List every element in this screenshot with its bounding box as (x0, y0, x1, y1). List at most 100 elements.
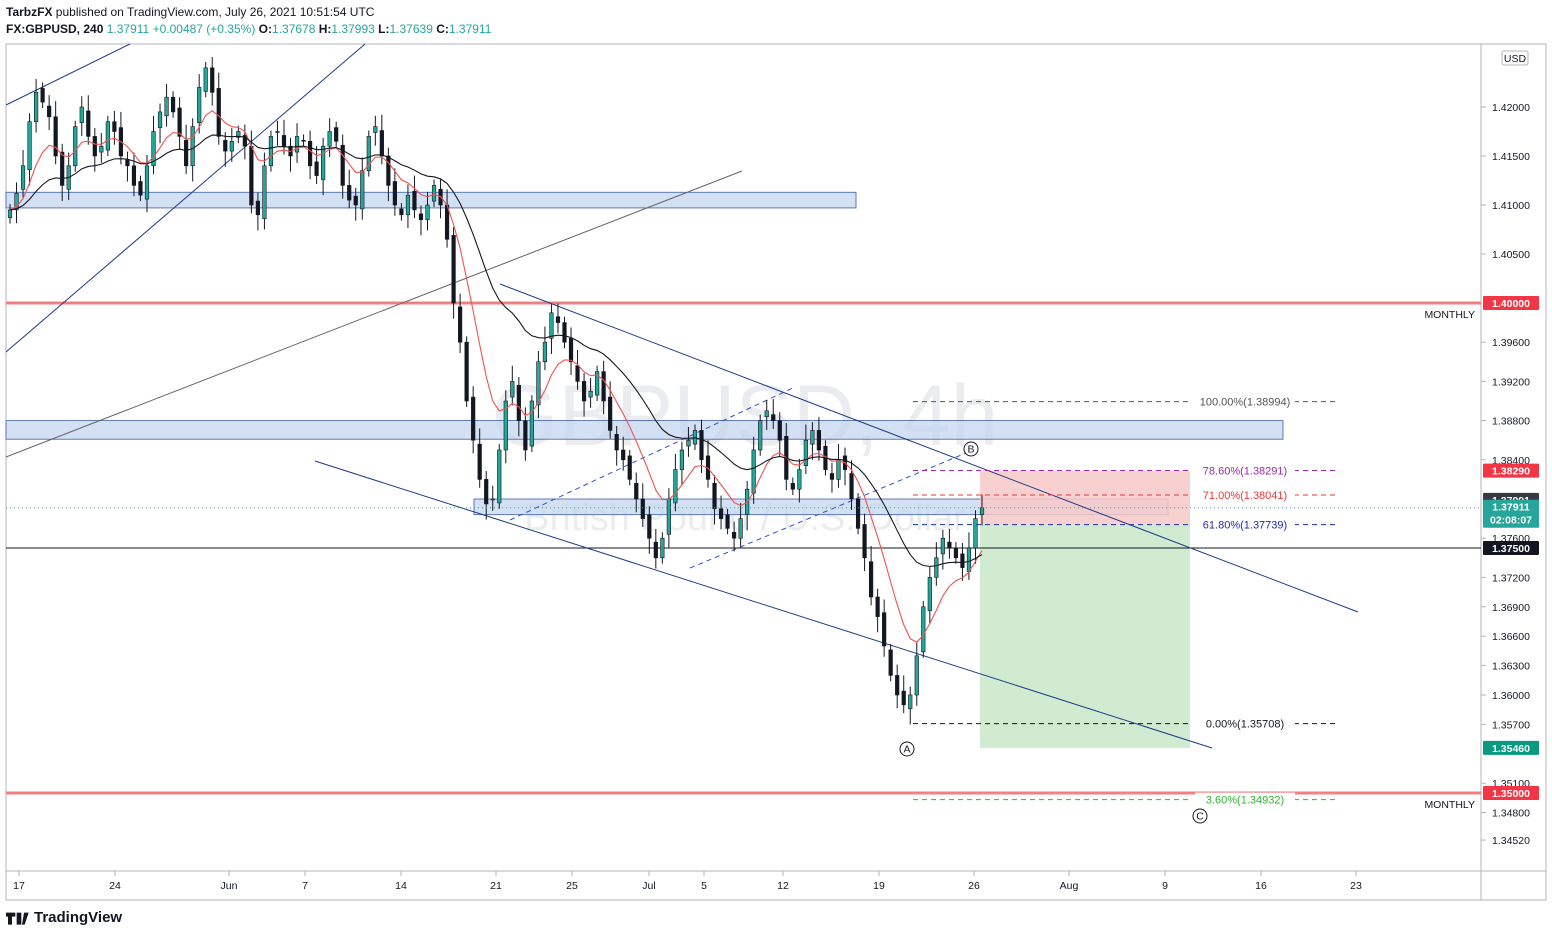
candle-body-10 (73, 126, 78, 167)
candle-body-6 (47, 105, 52, 118)
candle-body-14 (99, 145, 104, 153)
fib-label-0: 100.00%(1.38994) (1200, 397, 1291, 409)
high-value: 1.37993 (331, 22, 375, 36)
candle-body-36 (242, 135, 247, 147)
candle-body-56 (373, 126, 378, 133)
candle-body-90 (595, 371, 600, 396)
candle-body-94 (621, 449, 626, 461)
currency-badge: USD (1504, 53, 1527, 65)
candle-body-87 (575, 365, 580, 382)
x-tick-label-9: 12 (777, 880, 789, 892)
candle-body-142 (934, 557, 939, 578)
wave-label-B: B (967, 444, 974, 456)
time-axis[interactable]: 17 24 Jun 7 14 21 25 Jul 5 12 19 26 Aug 9 16 23 (13, 871, 1362, 892)
candle-body-32 (216, 88, 221, 137)
candle-body-42 (281, 135, 287, 147)
wave-circle-C (1192, 808, 1208, 824)
candle-body-61 (405, 194, 411, 216)
fib-label-3: 61.80%(1.37739) (1203, 520, 1287, 532)
candle-body-82 (542, 341, 548, 363)
candle-body-26 (177, 107, 182, 137)
moving-averages (9, 110, 983, 643)
price-tag-6: 1.35000 (1492, 788, 1530, 800)
y-tick-label-9: 1.37200 (1492, 572, 1530, 584)
candle-body-8 (60, 151, 65, 186)
y-tick-label-13: 1.36000 (1492, 690, 1530, 702)
x-tick-label-0: 17 (13, 880, 25, 892)
candle-body-86 (568, 337, 574, 363)
tradingview-footer[interactable]: TradingView (6, 909, 122, 926)
candle-body-102 (673, 469, 678, 504)
candle-body-121 (797, 469, 802, 490)
candle-body-19 (131, 165, 137, 186)
y-tick-label-6: 1.38800 (1492, 416, 1530, 428)
watermark-symbol: GBPUSD, 4h (492, 368, 999, 464)
candle-body-30 (203, 67, 208, 92)
candle-body-54 (360, 170, 365, 210)
fib-levels[interactable]: 100.00%(1.38994) 78.60%(1.38291) 71.00%(1.… (913, 394, 1335, 807)
candle-body-135 (888, 649, 893, 676)
candle-body-112 (738, 518, 743, 539)
candle-body-118 (777, 420, 782, 441)
candle-body-89 (588, 390, 593, 398)
candle-body-15 (105, 121, 110, 151)
symbol-name[interactable]: FX:GBPUSD (6, 22, 77, 36)
candle-body-106 (699, 430, 704, 461)
supply-demand-zones (5, 191, 1284, 516)
channel-top (499, 283, 1359, 613)
candle-body-129 (849, 473, 854, 500)
candle-body-76 (503, 400, 508, 451)
candle-body-20 (138, 181, 143, 196)
candle-body-25 (170, 96, 176, 113)
risk-zone (980, 470, 1190, 525)
candle-body-62 (412, 190, 417, 211)
y-tick-label-10: 1.36900 (1492, 602, 1530, 614)
candle-body-108 (712, 483, 717, 510)
interval[interactable]: 240 (83, 22, 104, 36)
candle-body-18 (125, 159, 130, 167)
y-tick-label-3: 1.40500 (1492, 249, 1530, 261)
candle-body-92 (608, 396, 613, 431)
candle-body-80 (529, 400, 534, 447)
published-info: published on TradingView.com, July 26, 2… (55, 5, 375, 19)
wave-labels: A B C (899, 441, 1208, 824)
candle-body-98 (647, 514, 652, 539)
currency-badge-box[interactable] (1501, 50, 1529, 66)
candle-body-111 (732, 532, 737, 539)
y-tick-label-14: 1.35700 (1492, 719, 1530, 731)
x-tick-label-2: Jun (221, 880, 238, 892)
candle-body-72 (477, 443, 482, 480)
price-tag-3: 1.37911 (1492, 502, 1530, 514)
candle-body-50 (334, 127, 339, 142)
candle-body-73 (484, 479, 489, 505)
candle-body-97 (640, 498, 645, 519)
candle-body-116 (764, 410, 769, 417)
candle-body-83 (549, 312, 554, 339)
channel-bottom (314, 460, 1213, 749)
uptrend-channel-top (5, 43, 131, 106)
candle-body-126 (829, 473, 835, 480)
y-tick-label-16: 1.34800 (1492, 808, 1530, 820)
wave-circle-B (963, 441, 979, 457)
candle-body-103 (679, 449, 685, 470)
price-tag-bg-1 (1483, 463, 1539, 478)
short-position-tool[interactable] (980, 470, 1190, 748)
candle-body-59 (392, 181, 397, 206)
candle-body-70 (464, 341, 469, 402)
x-tick-label-14: 16 (1255, 880, 1267, 892)
candle-body-13 (92, 136, 97, 157)
candle-body-132 (869, 561, 874, 598)
candle-body-40 (268, 136, 274, 167)
candle-body-38 (255, 200, 260, 216)
y-tick-label-0: 1.42000 (1492, 102, 1530, 114)
candle-body-136 (895, 675, 900, 696)
candle-body-146 (960, 553, 965, 568)
price-axis[interactable]: 1.42000 1.41500 1.41000 1.40500 1.39600 1.392… (1481, 102, 1530, 847)
candle-body-104 (686, 439, 691, 447)
candle-body-140 (921, 606, 926, 653)
open-value: 1.37678 (272, 22, 316, 36)
price-tag-bg-4 (1483, 541, 1539, 555)
candle-body-143 (940, 537, 945, 555)
candle-body-85 (562, 322, 567, 343)
